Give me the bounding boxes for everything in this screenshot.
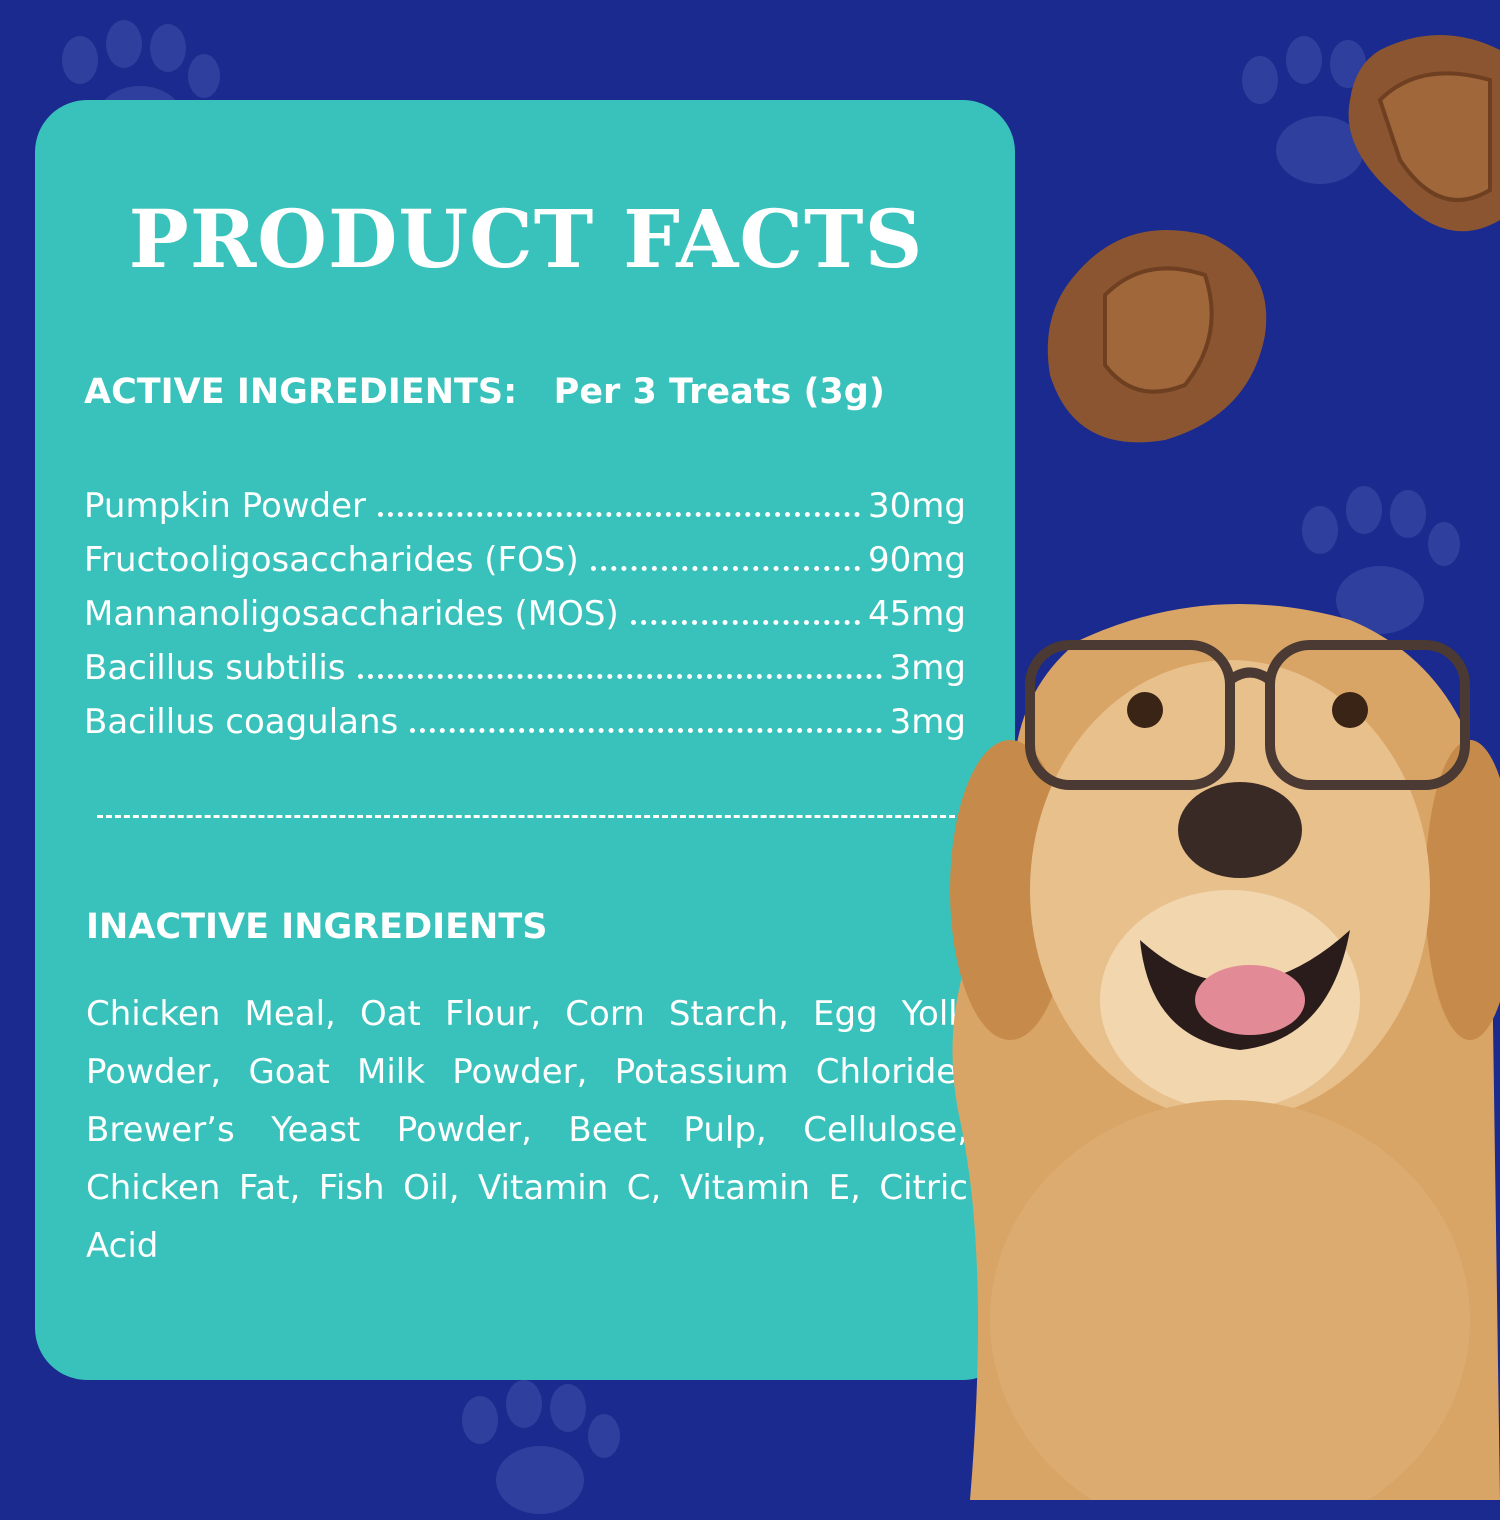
page-title: PRODUCT FACTS — [128, 192, 924, 286]
paw-print-icon — [1302, 486, 1460, 634]
ingredient-name: Mannanoligosaccharides (MOS) — [84, 594, 619, 634]
treat-chew — [1348, 35, 1500, 232]
ingredient-amount: 3mg — [889, 702, 966, 742]
ingredient-name: Bacillus subtilis — [84, 648, 346, 688]
dot-leader — [410, 728, 882, 733]
dot-leader — [378, 512, 861, 517]
product-facts-card — [35, 100, 1015, 1380]
inactive-ingredients-heading: INACTIVE INGREDIENTS — [86, 907, 548, 947]
ingredient-amount: 30mg — [868, 486, 966, 526]
golden-retriever-with-glasses — [950, 604, 1500, 1500]
ingredient-name: Pumpkin Powder — [84, 486, 367, 526]
ingredient-row: Pumpkin Powder 30mg — [84, 486, 966, 540]
treat-chew — [1047, 230, 1267, 443]
serving-size: Per 3 Treats (3g) — [553, 372, 885, 412]
active-heading-label: ACTIVE INGREDIENTS: — [84, 372, 518, 412]
ingredient-row: Bacillus coagulans 3mg — [84, 702, 966, 756]
ingredient-amount: 3mg — [889, 648, 966, 688]
dot-leader — [590, 566, 861, 571]
paw-print-icon — [462, 1380, 620, 1514]
inactive-ingredients-text: Chicken Meal, Oat Flour, Corn Starch, Eg… — [86, 994, 968, 1266]
dot-leader — [630, 620, 861, 625]
ingredient-amount: 45mg — [868, 594, 966, 634]
ingredient-row: Bacillus subtilis 3mg — [84, 648, 966, 702]
dashed-divider — [97, 815, 955, 818]
ingredient-name: Fructooligosaccharides (FOS) — [84, 540, 579, 580]
ingredient-row: Fructooligosaccharides (FOS) 90mg — [84, 540, 966, 594]
dot-leader — [357, 674, 882, 679]
ingredient-name: Bacillus coagulans — [84, 702, 399, 742]
ingredient-row: Mannanoligosaccharides (MOS) 45mg — [84, 594, 966, 648]
active-ingredients-list: Pumpkin Powder 30mg Fructooligosaccharide… — [84, 486, 966, 756]
active-ingredients-heading: ACTIVE INGREDIENTS: Per 3 Treats (3g) — [84, 372, 974, 412]
ingredient-amount: 90mg — [868, 540, 966, 580]
